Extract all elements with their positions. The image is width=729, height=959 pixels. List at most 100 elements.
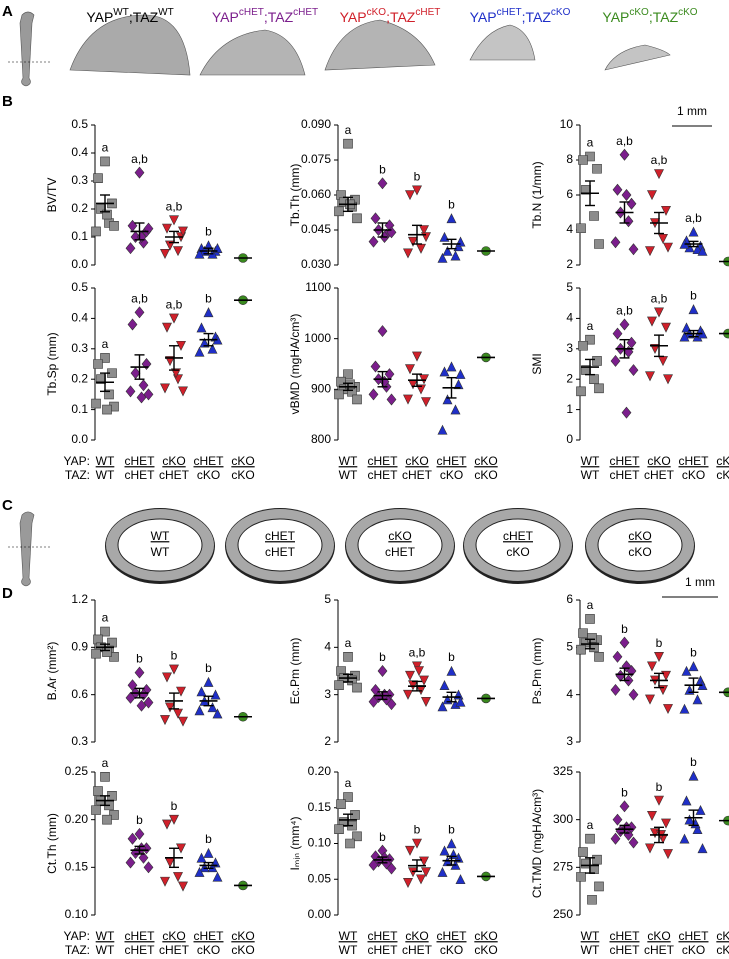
point xyxy=(655,308,664,317)
yap-label: cHET xyxy=(368,929,399,943)
point xyxy=(197,687,206,696)
scale-label: 1 mm xyxy=(685,575,715,589)
taz-label: cHET xyxy=(368,468,399,482)
y-tick-label: 0.05 xyxy=(308,871,332,885)
point xyxy=(179,882,188,891)
significance-letter: a xyxy=(587,136,594,150)
point xyxy=(103,815,112,824)
point xyxy=(413,352,422,361)
point xyxy=(195,347,204,356)
point xyxy=(689,771,698,780)
yap-label: cHET xyxy=(679,929,710,943)
y-tick-label: 0.25 xyxy=(65,764,89,778)
significance-letter: a xyxy=(345,123,352,137)
genotype-label: YAPcKO;TAZcKO xyxy=(602,7,697,25)
section-yap: cHET xyxy=(503,529,534,543)
significance-letter: b xyxy=(205,225,212,239)
y-tick-label: 1000 xyxy=(304,331,331,345)
y-tick-label: 0.1 xyxy=(71,402,88,416)
row-label: TAZ: xyxy=(65,468,90,482)
yap-label: WT xyxy=(339,454,358,468)
point xyxy=(664,375,673,384)
point xyxy=(406,191,415,200)
point xyxy=(662,206,671,215)
genotype-part: cKO xyxy=(551,7,571,18)
panel-letter: A xyxy=(2,3,13,20)
yap-label: cHET xyxy=(610,929,641,943)
y-tick-label: 2 xyxy=(566,371,573,385)
section-yap: cKO xyxy=(628,529,651,543)
taz-label: cHET xyxy=(159,468,190,482)
point xyxy=(659,234,668,243)
y-tick-label: 0.045 xyxy=(301,222,331,236)
point xyxy=(170,314,179,323)
taz-label: WT xyxy=(339,468,358,482)
yap-label: cKO xyxy=(474,929,497,943)
point xyxy=(456,875,465,884)
yap-label: cHET xyxy=(125,454,156,468)
point xyxy=(135,167,144,178)
genotype-part: cHET xyxy=(293,7,318,18)
significance-letter: b xyxy=(656,636,663,650)
point xyxy=(595,240,604,249)
taz-label: cKO xyxy=(474,943,497,954)
point xyxy=(195,706,204,715)
genotype-part: YAP xyxy=(470,9,497,25)
yap-label: cKO xyxy=(162,929,185,943)
significance-letter: b xyxy=(171,799,178,813)
genotype-label: YAPcHET;TAZcHET xyxy=(212,7,318,25)
row-label: YAP: xyxy=(64,454,90,468)
y-tick-label: 0.0 xyxy=(71,432,88,446)
y-tick-label: 1.2 xyxy=(71,592,88,606)
point xyxy=(588,895,597,904)
significance-letter: a,b xyxy=(651,153,668,167)
taz-label: cKO xyxy=(682,468,705,482)
significance-letter: b xyxy=(205,291,212,305)
point xyxy=(588,633,597,642)
point xyxy=(613,814,622,825)
y-axis-label: SMI xyxy=(530,353,544,374)
yap-label: cKO xyxy=(716,929,729,943)
point xyxy=(161,249,170,258)
yap-label: WT xyxy=(581,454,600,468)
femur-icon xyxy=(20,512,34,586)
genotype-part: YAP xyxy=(340,9,367,25)
point xyxy=(659,685,668,694)
y-tick-label: 6 xyxy=(566,592,573,606)
point xyxy=(629,244,638,255)
yap-label: cHET xyxy=(194,454,225,468)
point xyxy=(443,247,452,256)
significance-letter: a,b xyxy=(131,291,148,305)
y-tick-label: 1 xyxy=(566,402,573,416)
point xyxy=(586,614,595,623)
yap-label: cKO xyxy=(231,929,254,943)
point xyxy=(161,384,170,393)
point xyxy=(443,395,452,404)
point xyxy=(204,849,213,858)
row-label: YAP: xyxy=(64,929,90,943)
taz-label: cKO xyxy=(197,943,220,954)
point xyxy=(595,384,604,393)
significance-letter: a xyxy=(587,598,594,612)
y-tick-label: 0.10 xyxy=(308,836,332,850)
point xyxy=(579,156,588,165)
significance-letter: b xyxy=(621,622,628,636)
significance-letter: b xyxy=(448,823,455,837)
point xyxy=(579,629,588,638)
point xyxy=(664,704,673,713)
point xyxy=(406,846,415,855)
point xyxy=(144,862,153,873)
point xyxy=(655,652,664,661)
significance-letter: a,b xyxy=(409,645,426,659)
point xyxy=(335,207,344,216)
y-tick-label: 6 xyxy=(566,187,573,201)
point xyxy=(378,326,387,337)
point xyxy=(611,237,620,248)
yap-label: WT xyxy=(339,929,358,943)
taz-label: WT xyxy=(581,468,600,482)
point xyxy=(577,645,586,654)
y-tick-label: 4 xyxy=(324,640,331,654)
point xyxy=(126,857,135,868)
point xyxy=(579,848,588,857)
